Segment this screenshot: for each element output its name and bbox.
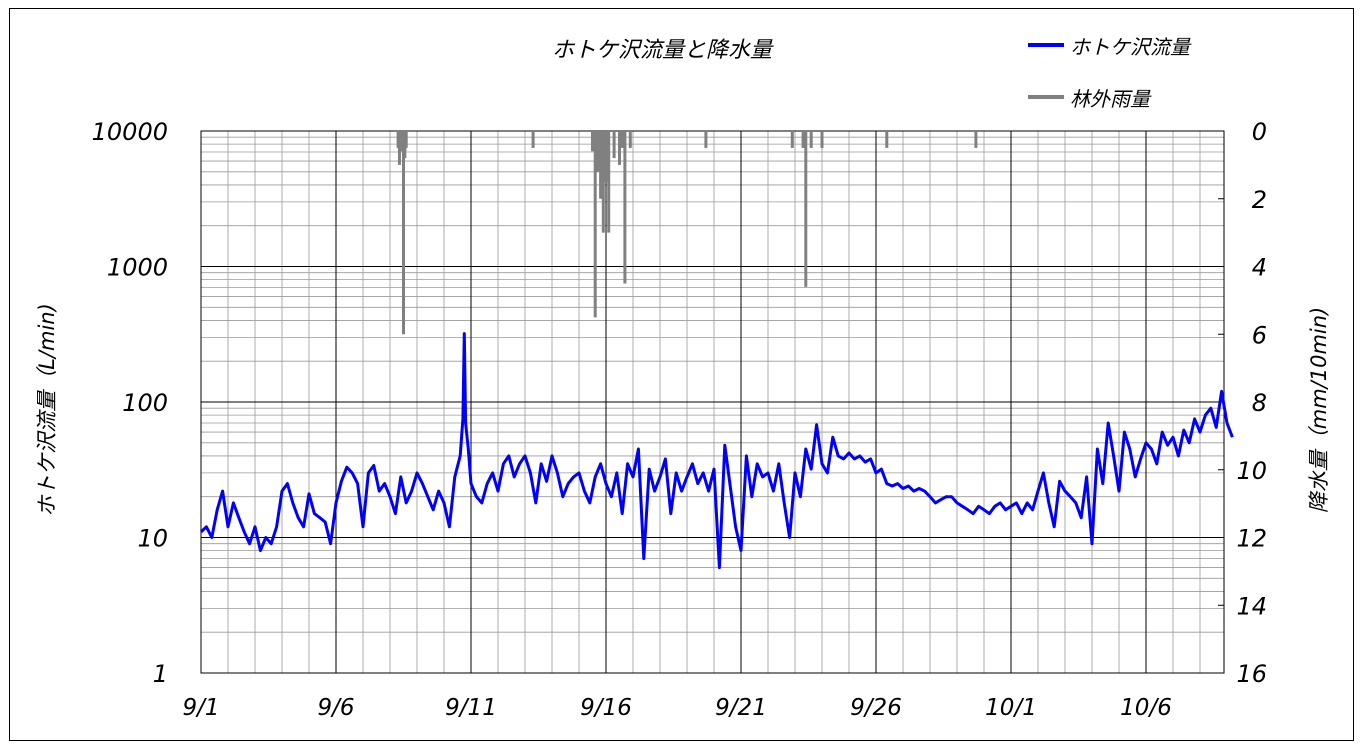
left-tick-label: 100 bbox=[122, 389, 168, 417]
right-tick-label: 2 bbox=[1252, 186, 1267, 214]
right-tick-label: 10 bbox=[1236, 457, 1267, 485]
right-tick-label: 12 bbox=[1236, 525, 1267, 553]
x-tick-label: 9/16 bbox=[580, 695, 632, 721]
x-tick-label: 9/21 bbox=[715, 695, 767, 721]
x-tick-label: 9/1 bbox=[182, 695, 219, 721]
right-tick-label: 8 bbox=[1252, 389, 1267, 417]
left-tick-label: 10000 bbox=[92, 118, 168, 146]
x-tick-label: 9/11 bbox=[445, 695, 497, 721]
legend-swatch-flow bbox=[1028, 43, 1064, 47]
right-tick-label: 6 bbox=[1252, 321, 1267, 349]
chart-title: ホトケ沢流量と降水量 bbox=[551, 38, 772, 63]
x-tick-label: 9/6 bbox=[317, 695, 354, 721]
right-tick-label: 16 bbox=[1236, 660, 1267, 688]
right-tick-label: 14 bbox=[1236, 592, 1267, 620]
x-tick-label: 10/1 bbox=[985, 695, 1037, 721]
legend-label-rain: 林外雨量 bbox=[1070, 86, 1150, 111]
legend-label-flow: ホトケ沢流量 bbox=[1070, 34, 1190, 59]
x-tick-label: 9/26 bbox=[850, 695, 902, 721]
left-tick-label: 1 bbox=[153, 660, 168, 688]
legend-item-flow: ホトケ沢流量 bbox=[1028, 30, 1190, 60]
x-tick-label: 10/6 bbox=[1120, 695, 1172, 721]
legend: ホトケ沢流量 林外雨量 bbox=[1028, 30, 1190, 134]
legend-swatch-rain bbox=[1028, 95, 1064, 99]
legend-item-rain: 林外雨量 bbox=[1028, 82, 1190, 112]
flow-series-line bbox=[199, 332, 1234, 570]
right-tick-label: 4 bbox=[1252, 254, 1267, 282]
left-tick-label: 1000 bbox=[107, 254, 168, 282]
right-tick-label: 0 bbox=[1252, 118, 1267, 146]
left-tick-label: 10 bbox=[137, 525, 168, 553]
